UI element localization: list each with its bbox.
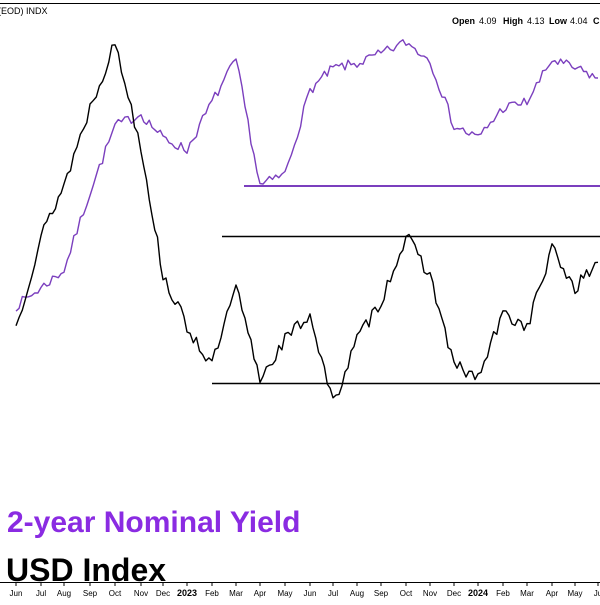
x-tick-label: Mar (229, 589, 243, 598)
x-tick-label: Sep (83, 589, 98, 598)
x-tick-label: Mar (520, 589, 534, 598)
x-tick-label: 2023 (177, 588, 197, 598)
x-tick-label: May (277, 589, 292, 598)
low-value: 4.04 (570, 16, 588, 26)
legend-yield-label: 2-year Nominal Yield (7, 506, 300, 539)
x-tick-label: Apr (546, 589, 559, 598)
x-axis-ticks: Jun Jul Aug Sep Oct Nov Dec 2023 Feb Mar Apr May Jun… (10, 582, 600, 598)
x-tick-label: Nov (423, 589, 437, 598)
high-label: High (503, 16, 523, 26)
x-tick-label: Jul (328, 589, 338, 598)
x-tick-label: 2024 (468, 588, 488, 598)
yield-line (15, 39, 599, 312)
x-tick-label: Jun (10, 589, 23, 598)
open-label: Open (452, 16, 475, 26)
x-tick-label: Oct (109, 589, 122, 598)
x-tick-label: Oct (400, 589, 413, 598)
header-ohlc: Open 4.09 High 4.13 Low 4.04 C (452, 16, 600, 26)
header-symbol: (EOD) INDX (0, 6, 48, 16)
usd-line (15, 44, 599, 399)
x-tick-label: May (567, 589, 582, 598)
open-value: 4.09 (479, 16, 497, 26)
x-tick-label: Sep (374, 589, 389, 598)
x-tick-label: Aug (350, 589, 364, 598)
x-tick-label: Feb (205, 589, 219, 598)
series-lines (15, 39, 599, 399)
legend-usd-label: USD Index (6, 552, 166, 588)
close-label: C (593, 16, 600, 26)
high-value: 4.13 (527, 16, 545, 26)
x-tick-label: Apr (254, 589, 267, 598)
x-tick-label: Dec (447, 589, 461, 598)
x-tick-label: Dec (156, 589, 170, 598)
x-tick-label: Feb (496, 589, 510, 598)
x-tick-label: Ju (594, 589, 600, 598)
low-label: Low (549, 16, 568, 26)
x-tick-label: Jun (304, 589, 317, 598)
x-tick-label: Jul (36, 589, 46, 598)
x-tick-label: Aug (57, 589, 71, 598)
x-tick-label: Nov (134, 589, 148, 598)
